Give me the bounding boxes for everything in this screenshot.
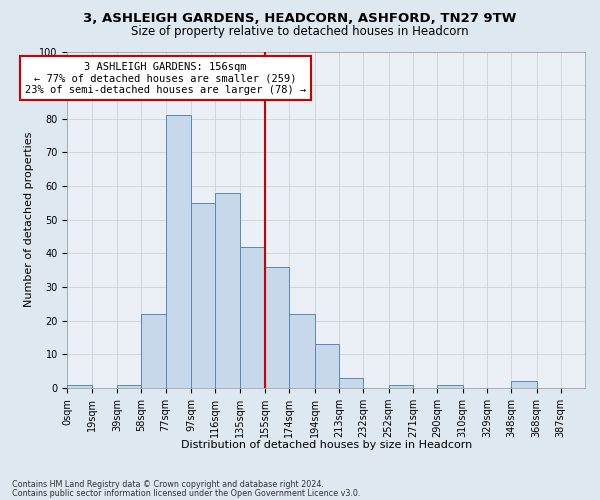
Bar [142,314,166,388]
Bar [67,384,92,388]
Bar [315,344,339,388]
Text: Size of property relative to detached houses in Headcorn: Size of property relative to detached ho… [131,25,469,38]
Text: 3, ASHLEIGH GARDENS, HEADCORN, ASHFORD, TN27 9TW: 3, ASHLEIGH GARDENS, HEADCORN, ASHFORD, … [83,12,517,26]
Bar [191,203,215,388]
Bar [239,246,265,388]
Text: Contains HM Land Registry data © Crown copyright and database right 2024.: Contains HM Land Registry data © Crown c… [12,480,324,489]
Bar [265,267,289,388]
Bar [389,384,413,388]
Text: 3 ASHLEIGH GARDENS: 156sqm
← 77% of detached houses are smaller (259)
23% of sem: 3 ASHLEIGH GARDENS: 156sqm ← 77% of deta… [25,62,306,95]
Bar [511,382,536,388]
Bar [339,378,363,388]
Bar [166,116,191,388]
Text: Contains public sector information licensed under the Open Government Licence v3: Contains public sector information licen… [12,489,361,498]
Bar [117,384,142,388]
Bar [215,193,239,388]
Y-axis label: Number of detached properties: Number of detached properties [24,132,34,308]
X-axis label: Distribution of detached houses by size in Headcorn: Distribution of detached houses by size … [181,440,472,450]
Bar [289,314,315,388]
Bar [437,384,463,388]
